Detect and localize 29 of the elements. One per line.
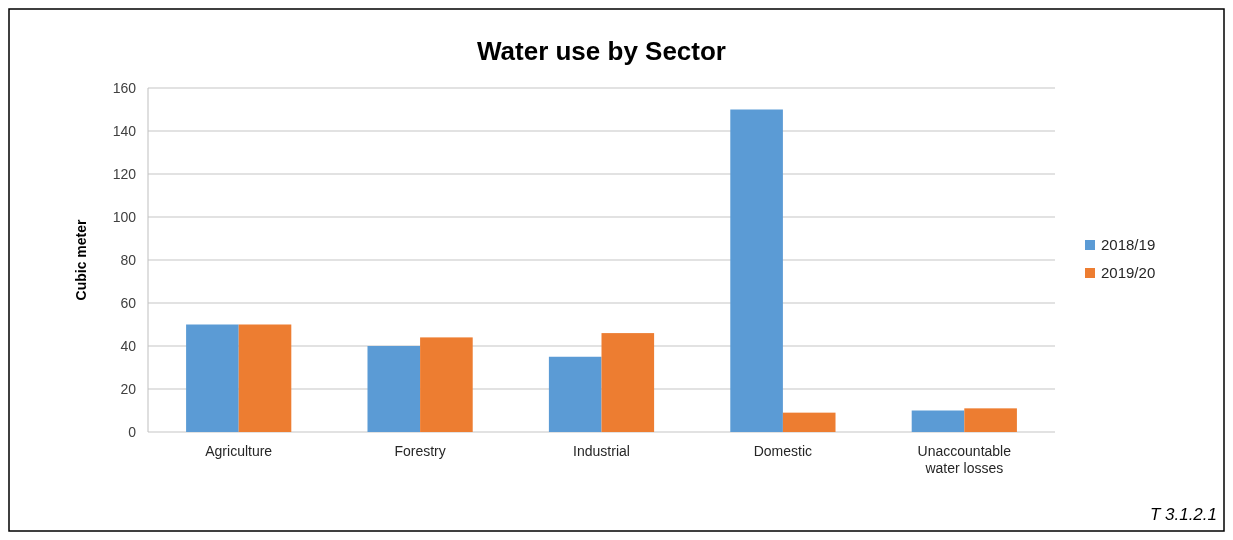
y-tick-label: 0 — [128, 423, 137, 440]
y-axis-title: Cubic meter — [73, 219, 89, 301]
bar — [782, 412, 836, 432]
bar — [601, 333, 655, 432]
y-tick-label: 160 — [112, 79, 137, 96]
legend-label: 2019/20 — [1101, 264, 1156, 282]
chart-title: Water use by Sector — [476, 36, 727, 66]
bar — [964, 408, 1017, 432]
bar — [367, 346, 421, 432]
y-tick-label: 100 — [112, 208, 137, 225]
y-tick-label: 80 — [120, 251, 137, 268]
text: T 3.1.2.1 — [1149, 505, 1217, 524]
legend-label: 2018/19 — [1101, 236, 1156, 254]
bar — [420, 337, 473, 432]
y-tick-label: 140 — [112, 122, 137, 139]
bar — [548, 356, 602, 432]
bar — [238, 324, 292, 432]
y-tick-label: 60 — [120, 294, 137, 311]
x-tick-label: Industrial — [573, 443, 630, 459]
y-tick-label: 40 — [120, 337, 137, 354]
y-tick-label: 20 — [120, 380, 137, 397]
bar — [730, 109, 783, 432]
bar — [911, 410, 965, 432]
y-tick-label: 120 — [112, 165, 137, 182]
x-tick-label: Forestry — [394, 443, 446, 459]
x-tick-label: Domestic — [753, 443, 813, 459]
x-tick-label: Agriculture — [205, 443, 273, 459]
x-tick-label: Unaccountable water losses — [917, 443, 1012, 476]
bar — [186, 324, 239, 432]
